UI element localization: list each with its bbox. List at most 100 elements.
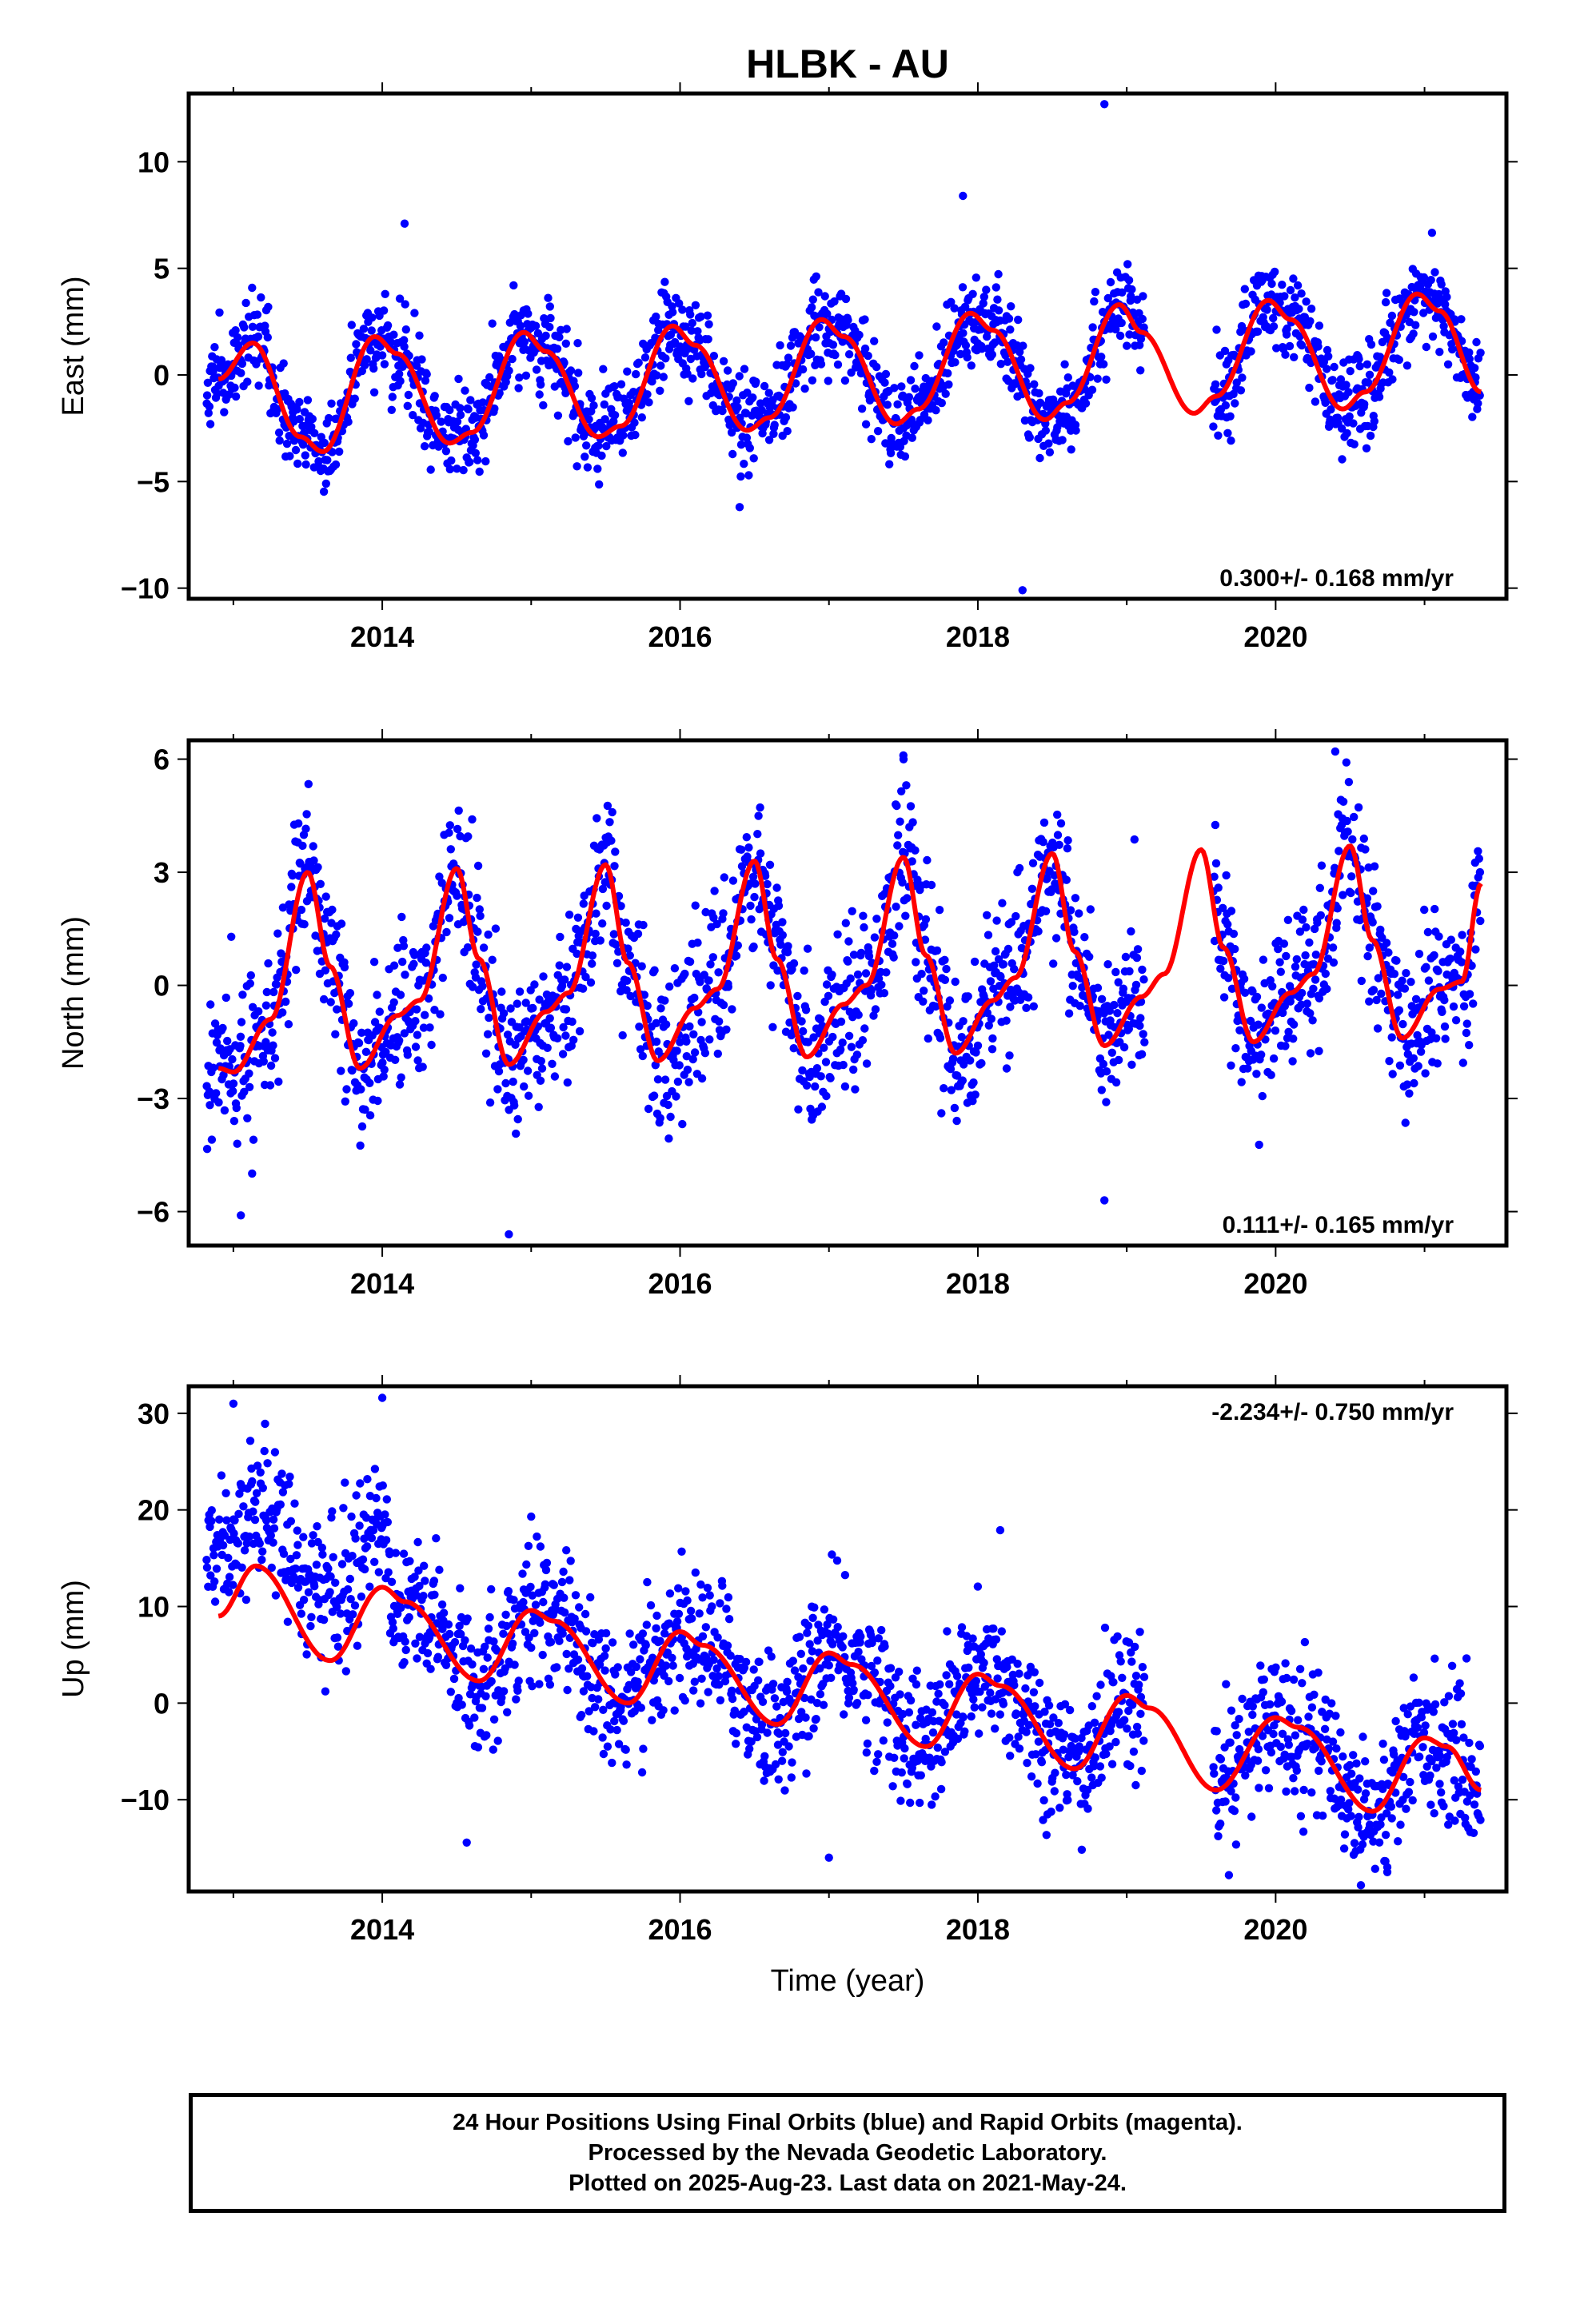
data-point: [213, 1565, 221, 1573]
data-point: [1363, 361, 1371, 369]
data-point: [257, 293, 265, 301]
data-point: [1257, 1050, 1265, 1058]
data-point: [1311, 975, 1319, 983]
data-point: [643, 1620, 651, 1628]
data-point: [969, 1078, 977, 1086]
data-point: [356, 1142, 364, 1150]
data-point: [1139, 292, 1147, 300]
data-point: [1315, 321, 1323, 329]
data-point: [908, 818, 916, 826]
data-point: [512, 1130, 520, 1138]
data-point: [256, 1540, 264, 1548]
data-point: [422, 943, 430, 951]
data-point: [271, 1448, 279, 1456]
data-point: [344, 1585, 352, 1593]
data-point: [1270, 1054, 1278, 1062]
data-point: [602, 902, 610, 910]
data-point: [208, 1506, 216, 1514]
data-point: [253, 310, 261, 318]
data-point: [1295, 305, 1303, 313]
data-point: [873, 1656, 881, 1664]
data-point: [358, 1122, 366, 1130]
data-point: [357, 1085, 365, 1093]
data-point: [221, 1489, 229, 1497]
data-point: [949, 1054, 957, 1062]
data-point: [1015, 1744, 1023, 1752]
data-point: [1022, 1004, 1030, 1012]
data-point: [839, 1038, 847, 1046]
data-point: [458, 1700, 466, 1708]
data-point: [1330, 959, 1338, 967]
data-point: [1070, 928, 1078, 936]
data-point: [854, 1648, 862, 1656]
data-point: [1042, 907, 1050, 915]
data-point: [995, 306, 1003, 314]
data-point: [564, 1078, 572, 1086]
data-point: [1280, 292, 1288, 300]
data-point: [1047, 1808, 1055, 1816]
data-point: [928, 881, 936, 889]
data-point: [489, 320, 497, 328]
data-point: [536, 1619, 544, 1627]
data-point: [539, 1651, 547, 1659]
data-point: [1263, 305, 1271, 313]
data-point: [1284, 916, 1292, 924]
data-point: [1476, 917, 1484, 925]
y-tick-label: 10: [138, 145, 170, 178]
data-point: [1438, 281, 1446, 289]
data-point: [701, 1049, 709, 1057]
data-point: [512, 1695, 520, 1703]
data-point: [310, 1582, 318, 1590]
data-point: [969, 1696, 977, 1704]
data-point: [913, 1667, 921, 1675]
data-point: [1349, 419, 1357, 427]
data-point: [1396, 1062, 1404, 1070]
data-point: [890, 384, 898, 392]
data-point: [1278, 281, 1286, 289]
data-point: [924, 1034, 932, 1042]
data-point: [971, 1704, 979, 1712]
data-point: [435, 1566, 443, 1574]
data-point: [958, 1623, 966, 1631]
data-point: [608, 1638, 616, 1646]
data-point: [789, 1656, 797, 1664]
data-point: [473, 456, 481, 464]
data-point: [1458, 931, 1466, 939]
data-point: [421, 1577, 429, 1585]
data-point: [1085, 953, 1093, 961]
outlier-point: [1100, 1196, 1108, 1204]
data-point: [447, 1688, 455, 1696]
data-point: [389, 1624, 397, 1632]
data-point: [1388, 375, 1396, 383]
data-point: [489, 1637, 497, 1645]
y-tick-label: −5: [137, 465, 170, 498]
data-point: [309, 842, 317, 850]
data-point: [754, 811, 762, 819]
data-point: [824, 377, 832, 385]
data-point: [426, 1665, 434, 1673]
data-point: [932, 406, 940, 414]
data-point: [269, 1538, 277, 1546]
data-point: [299, 1533, 307, 1541]
data-point: [576, 1027, 584, 1035]
data-point: [494, 1736, 502, 1744]
data-point: [1031, 1668, 1039, 1676]
data-point: [611, 1670, 619, 1678]
data-point: [998, 1627, 1006, 1635]
data-point: [1305, 384, 1313, 392]
data-point: [672, 1092, 680, 1100]
data-point: [1360, 835, 1368, 843]
data-point: [375, 1568, 383, 1576]
data-point: [533, 1533, 541, 1541]
data-point: [706, 960, 714, 968]
data-point: [402, 325, 410, 333]
data-point: [1457, 315, 1465, 323]
data-point: [411, 1017, 419, 1025]
data-point: [1307, 1049, 1315, 1057]
y-tick-label: 0: [154, 359, 170, 392]
data-point: [594, 1695, 602, 1703]
data-point: [484, 931, 492, 939]
data-point: [361, 1565, 369, 1573]
data-point: [940, 1701, 948, 1709]
